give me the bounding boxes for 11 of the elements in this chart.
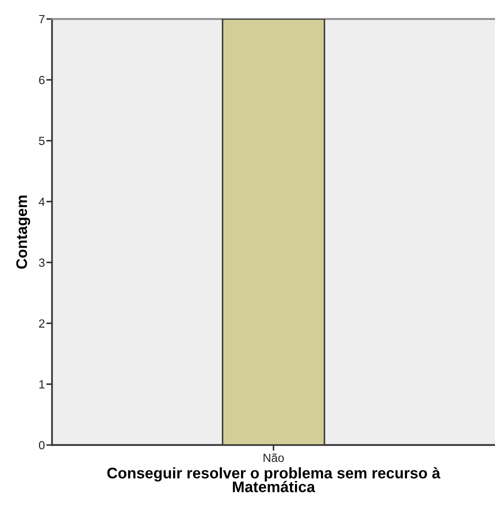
y-tick-label: 2 (39, 319, 44, 328)
y-tick-label: 4 (38, 198, 45, 206)
y-tick-label: 7 (39, 15, 44, 24)
y-axis-title: Contagem (16, 196, 30, 269)
y-tick-label: 1 (39, 380, 44, 388)
y-tick-label: 3 (38, 258, 45, 267)
y-tick-label: 5 (38, 136, 45, 146)
x-axis-title: Conseguir resolver o problema sem recurso à Matemática (107, 467, 440, 492)
x-tick-label: Não (264, 453, 284, 462)
y-tick-label: 0 (38, 441, 45, 450)
y-tick-label: 6 (39, 76, 45, 84)
